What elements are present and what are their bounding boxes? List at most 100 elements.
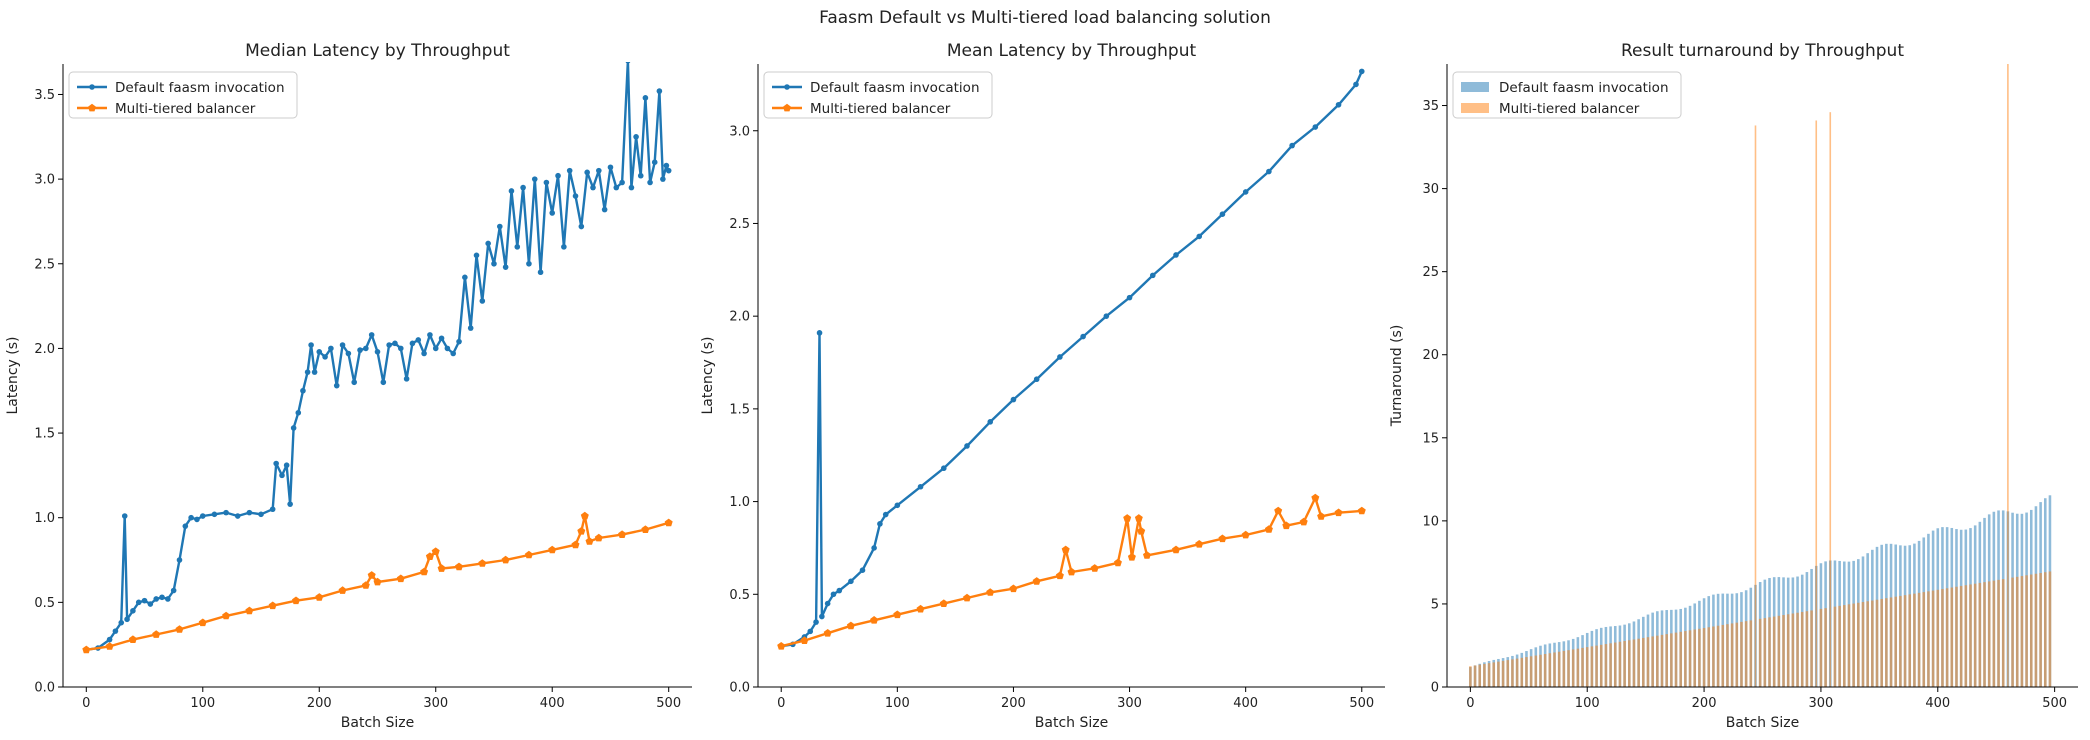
bar [1543, 654, 1547, 687]
data-point [118, 619, 125, 626]
data-point [427, 332, 433, 338]
bar [1716, 625, 1720, 687]
bar [1553, 652, 1556, 687]
x-tick-label: 500 [2042, 696, 2067, 711]
bar [1726, 624, 1729, 687]
data-point [315, 593, 324, 601]
y-tick-label: 1.0 [729, 495, 750, 510]
data-point [234, 513, 241, 519]
data-point [1134, 514, 1143, 522]
data-point [380, 379, 387, 386]
data-point [647, 179, 653, 186]
bar [1539, 654, 1542, 687]
x-tick-label: 300 [423, 696, 448, 711]
data-point [916, 604, 925, 613]
bar [1885, 598, 1888, 687]
bar [1889, 597, 1893, 687]
data-point [1173, 252, 1179, 258]
legend-swatch [1461, 82, 1489, 92]
y-tick-label: 3.5 [34, 88, 55, 103]
y-tick-label: 30 [1422, 182, 1439, 197]
data-point [566, 167, 573, 174]
data-point [432, 345, 439, 352]
data-point [290, 425, 297, 431]
data-point [124, 616, 130, 623]
data-point [882, 511, 889, 518]
y-tick-label: 0.0 [729, 681, 750, 696]
data-point [199, 513, 206, 519]
bar [1595, 645, 1598, 687]
bar [1576, 648, 1580, 687]
bar [1534, 655, 1538, 687]
bar [1618, 641, 1622, 687]
legend-marker [89, 84, 95, 90]
bar [1815, 120, 1818, 687]
data-point [421, 350, 427, 357]
data-point [800, 636, 809, 644]
data-point [807, 628, 814, 635]
x-axis-label: Batch Size [1035, 715, 1108, 731]
bar [1735, 622, 1739, 687]
bar [1866, 601, 1869, 687]
data-point [555, 172, 561, 179]
data-point [877, 521, 883, 527]
legend-marker [88, 103, 96, 112]
bar [1969, 584, 1972, 687]
bar [1665, 634, 1668, 687]
legend-label: Default faasm invocation [115, 80, 285, 96]
data-point [456, 338, 462, 345]
data-point [1242, 189, 1249, 195]
y-tick-label: 1.5 [729, 402, 750, 417]
legend-label: Multi-tiered balancer [115, 101, 256, 117]
data-point [871, 545, 877, 551]
bar [1903, 595, 1907, 687]
bar [1796, 612, 1799, 687]
bar [1473, 665, 1477, 687]
data-point [420, 567, 429, 576]
data-point [438, 335, 445, 342]
data-point [194, 516, 200, 523]
bar [1478, 664, 1482, 687]
bar [1469, 666, 1472, 687]
data-point [485, 240, 491, 247]
bar [1754, 125, 1757, 687]
data-point [1080, 333, 1086, 340]
bar [1632, 639, 1636, 687]
y-tick-label: 2.5 [34, 257, 55, 272]
bar [1782, 615, 1785, 687]
y-axis-label: Turnaround (s) [1390, 325, 1405, 428]
data-point [339, 342, 346, 348]
data-point [258, 511, 264, 518]
y-tick-label: 3.0 [34, 173, 55, 188]
data-point [816, 330, 823, 336]
bar [1819, 608, 1823, 687]
data-point [1067, 567, 1076, 576]
data-point [368, 332, 375, 338]
legend-marker [784, 84, 790, 90]
data-point [437, 564, 446, 572]
data-point [870, 616, 879, 624]
bar [1917, 592, 1921, 687]
y-tick-label: 0.5 [729, 588, 750, 603]
bar [1590, 646, 1594, 687]
data-point [508, 188, 515, 194]
data-point [964, 443, 970, 449]
x-tick-label: 300 [1809, 696, 1834, 711]
data-point [665, 167, 672, 174]
data-point [1335, 101, 1342, 108]
data-point [939, 599, 948, 607]
data-point [571, 540, 580, 549]
bar [1740, 621, 1743, 687]
data-point [159, 594, 165, 601]
data-point [584, 169, 590, 176]
bar [1567, 650, 1570, 687]
bar [1585, 647, 1589, 687]
x-tick-label: 200 [1001, 696, 1026, 711]
data-point [986, 588, 995, 596]
bar [1852, 603, 1855, 687]
data-point [601, 206, 608, 213]
data-point [537, 269, 544, 276]
y-tick-label: 2.0 [34, 342, 55, 357]
data-point [363, 345, 369, 352]
data-point [1061, 545, 1070, 554]
